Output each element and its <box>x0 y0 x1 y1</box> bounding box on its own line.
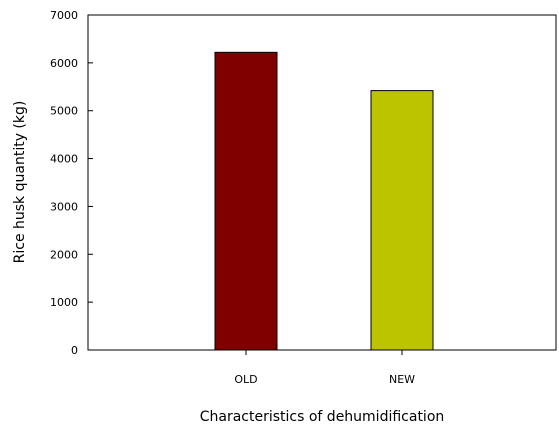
x-axis-label: Characteristics of dehumidification <box>200 409 445 425</box>
y-tick-label: 2000 <box>50 248 78 261</box>
y-tick-label: 4000 <box>50 153 78 166</box>
y-tick-label: 1000 <box>50 296 78 309</box>
bar-new <box>370 90 434 351</box>
bars-group <box>214 51 434 351</box>
y-axis-ticks: 0 1000 2000 3000 4000 5000 6000 7000 <box>50 9 93 357</box>
plot-frame <box>87 14 557 351</box>
y-tick-label: 0 <box>71 344 78 357</box>
x-tick-label-new: NEW <box>389 373 415 386</box>
y-tick-label: 7000 <box>50 9 78 22</box>
y-tick-label: 5000 <box>50 105 78 118</box>
x-tick-label-old: OLD <box>234 373 257 386</box>
y-tick-label: 3000 <box>50 200 78 213</box>
y-axis-label: Rice husk quantity (kg) <box>12 101 28 264</box>
bar-old <box>214 51 278 351</box>
x-axis-ticks: OLD NEW <box>234 350 415 386</box>
y-tick-label: 6000 <box>50 57 78 70</box>
